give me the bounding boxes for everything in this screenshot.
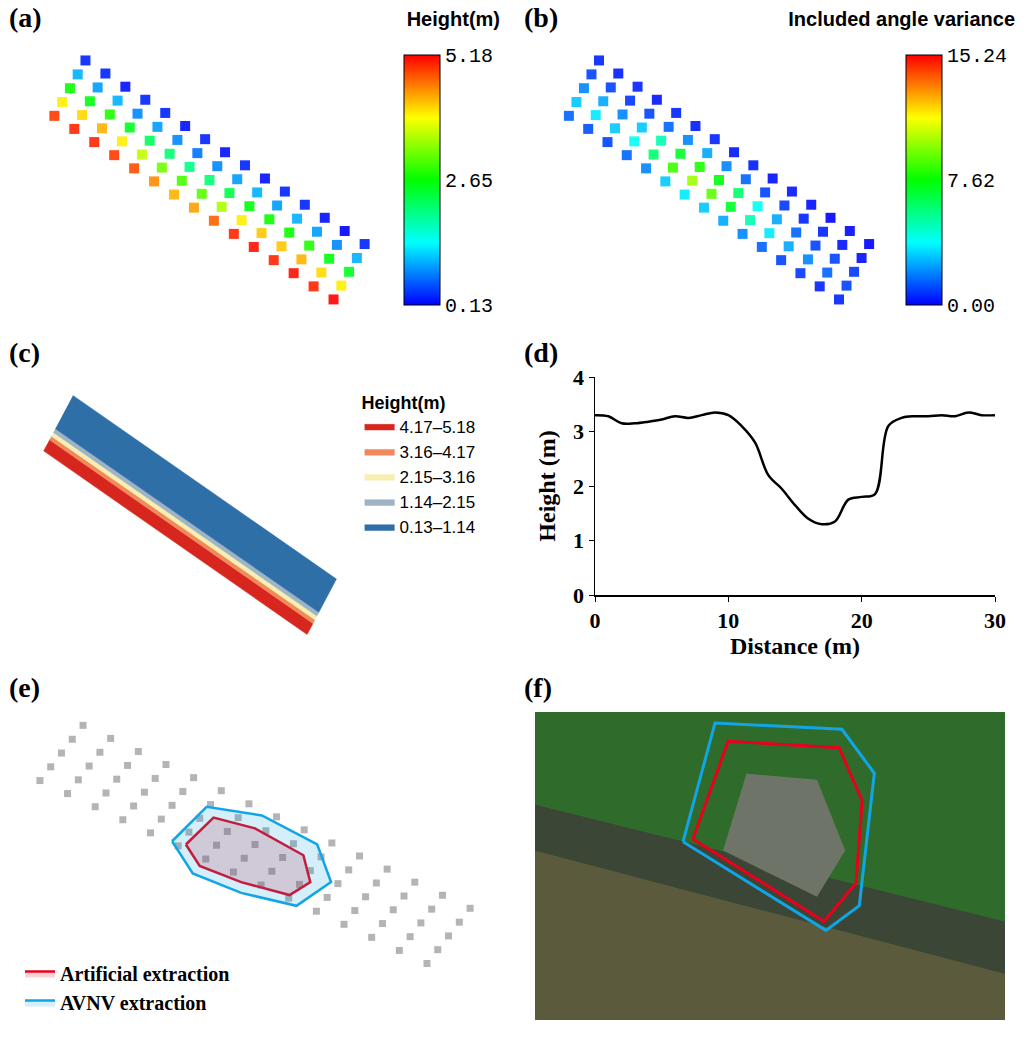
html-text:(f): (f) bbox=[524, 672, 552, 703]
svg-text:0.13: 0.13 bbox=[445, 295, 493, 318]
svg-text:4.17–5.18: 4.17–5.18 bbox=[400, 418, 476, 437]
html-text:(c): (c) bbox=[9, 337, 41, 368]
svg-text:30: 30 bbox=[984, 608, 1006, 633]
html-text:Height(m): Height(m) bbox=[406, 8, 500, 30]
svg-text:15.24: 15.24 bbox=[947, 45, 1007, 68]
svg-text:1.14–2.15: 1.14–2.15 bbox=[400, 493, 476, 512]
svg-text:4: 4 bbox=[573, 365, 584, 390]
svg-text:Height (m): Height (m) bbox=[534, 430, 560, 541]
svg-text:Distance (m): Distance (m) bbox=[730, 633, 860, 659]
svg-text:2.65: 2.65 bbox=[445, 170, 493, 193]
html-text:(e): (e) bbox=[9, 672, 41, 703]
svg-text:10: 10 bbox=[717, 608, 739, 633]
svg-text:AVNV extraction: AVNV extraction bbox=[60, 992, 206, 1014]
svg-text:7.62: 7.62 bbox=[947, 170, 995, 193]
svg-text:0.13–1.14: 0.13–1.14 bbox=[400, 518, 476, 537]
svg-text:5.18: 5.18 bbox=[445, 45, 493, 68]
svg-text:0: 0 bbox=[573, 583, 584, 608]
html-text:(d): (d) bbox=[524, 337, 559, 368]
svg-text:20: 20 bbox=[851, 608, 873, 633]
svg-text:0: 0 bbox=[590, 608, 601, 633]
svg-text:2.15–3.16: 2.15–3.16 bbox=[400, 468, 476, 487]
svg-text:Height(m): Height(m) bbox=[362, 393, 446, 413]
svg-text:2: 2 bbox=[573, 474, 584, 499]
svg-text:3.16–4.17: 3.16–4.17 bbox=[400, 443, 476, 462]
html-text:Included angle variance: Included angle variance bbox=[788, 8, 1015, 30]
html-text:(a): (a) bbox=[9, 2, 42, 33]
html-text:(b): (b) bbox=[524, 2, 559, 33]
svg-text:0.00: 0.00 bbox=[947, 295, 995, 318]
svg-text:1: 1 bbox=[573, 528, 584, 553]
svg-text:3: 3 bbox=[573, 419, 584, 444]
svg-text:Artificial extraction: Artificial extraction bbox=[60, 963, 229, 985]
